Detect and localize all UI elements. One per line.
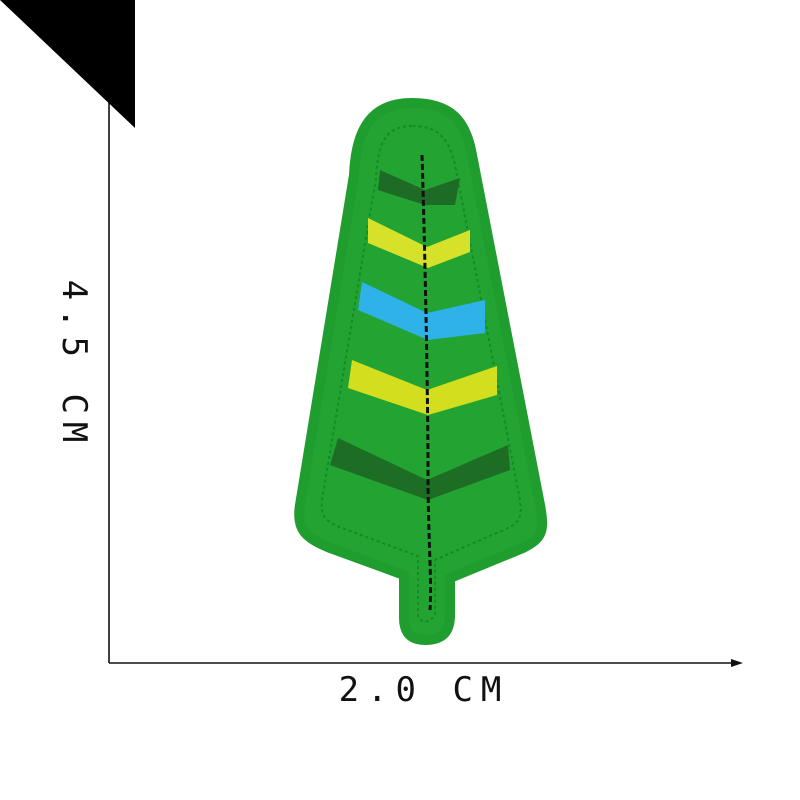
- leaf-stripe-3: [358, 282, 485, 340]
- corner-badge: [0, 0, 135, 128]
- leaf-stripe-4: [348, 360, 497, 415]
- leaf-vein: [420, 154, 433, 611]
- leaf-stripe-5: [330, 438, 510, 500]
- leaf-stripe-1: [378, 170, 460, 205]
- height-dimension-label: 4.5 CM: [54, 279, 94, 451]
- corner-badge-triangle: [0, 0, 135, 128]
- leaf-stripe-2: [368, 218, 470, 268]
- leaf-patch-outline: [294, 97, 548, 646]
- badge-number: 7: [737, 9, 771, 69]
- leaf-patch: [294, 97, 548, 646]
- width-axis-arrow-icon: [731, 659, 743, 667]
- leaf-patch-inner-stitch: [320, 124, 522, 623]
- width-dimension-label: 2.0 CM: [338, 670, 510, 710]
